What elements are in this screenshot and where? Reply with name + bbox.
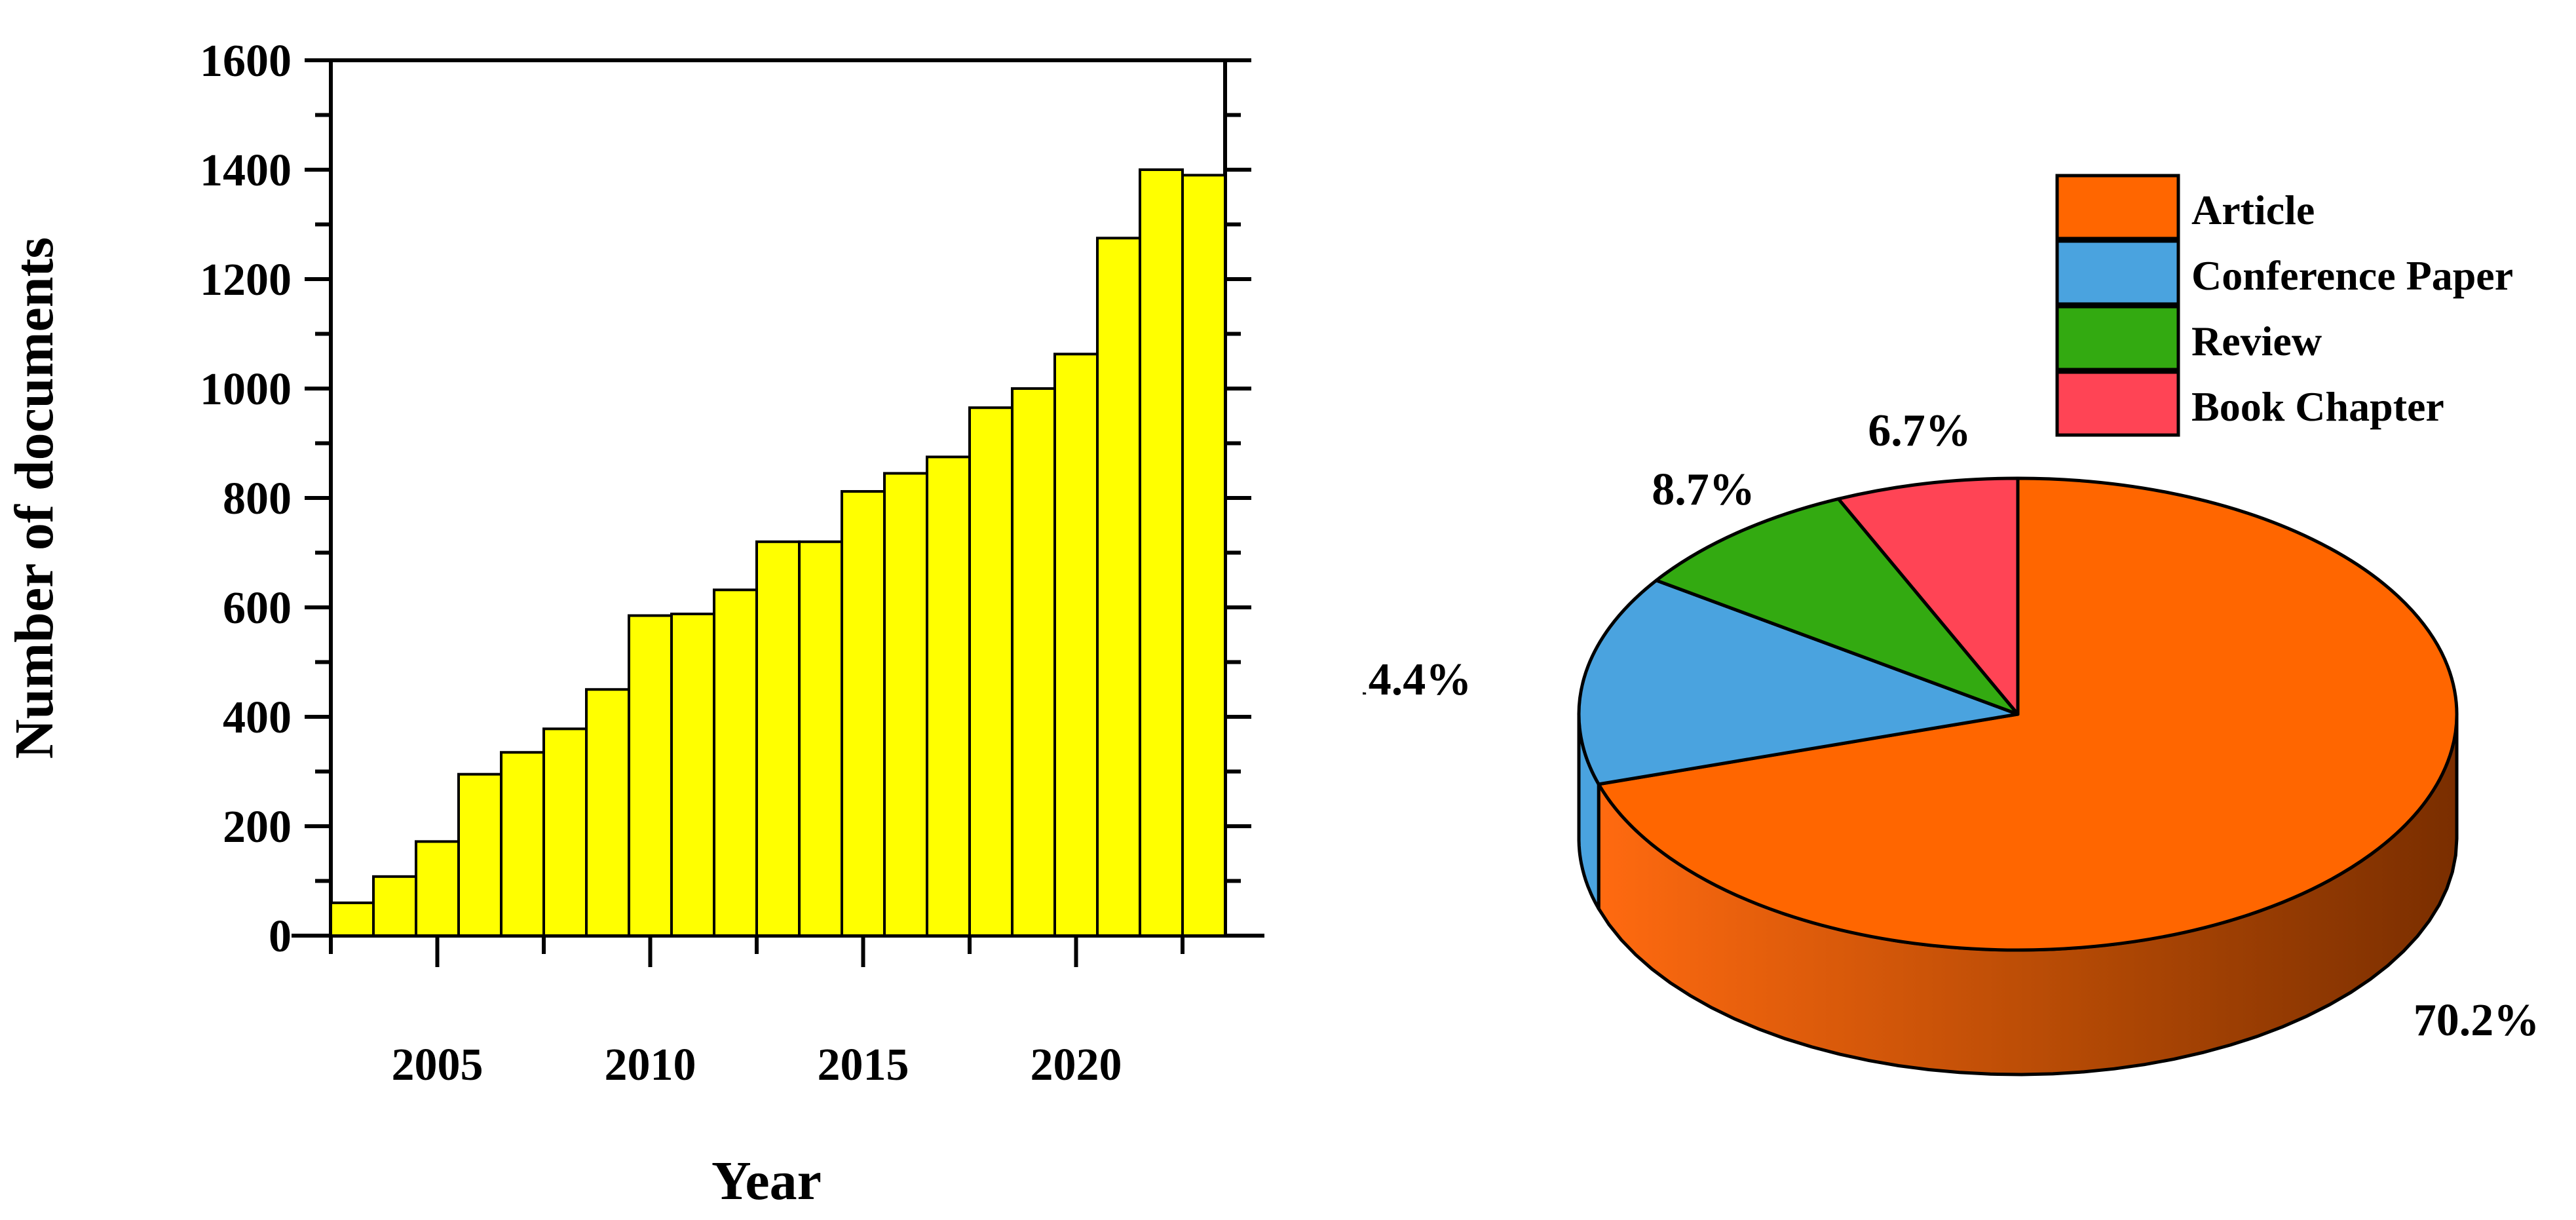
bar-axes: 0 200 400 600 800 1000 1200 1400 1600 2005 2010 201… — [200, 36, 1264, 1090]
bar-2018 — [968, 406, 1013, 937]
legend-label-review: Review — [2191, 318, 2322, 364]
legend-label-article: Article — [2191, 187, 2315, 233]
x-tick-label: 2015 — [818, 1040, 909, 1090]
pie-chart: 70.2% 14.4% 8.7% 6.7% Article Conference Pap… — [1363, 174, 2539, 1077]
x-tick-label: 2010 — [605, 1040, 696, 1090]
pie-slice-article — [1597, 476, 2459, 952]
y-axis-title: Number of documents — [4, 237, 65, 759]
bar-2022 — [1139, 168, 1184, 937]
bar-2006 — [457, 772, 502, 938]
y-tick-label: 0 — [269, 911, 292, 962]
x-tick-label: 2005 — [392, 1040, 483, 1090]
legend-label-book-chapter: Book Chapter — [2191, 383, 2444, 430]
bar-2012 — [713, 588, 758, 937]
x-tick-label: 2020 — [1031, 1040, 1122, 1090]
bar-2005 — [415, 840, 460, 937]
bar-chart: 0 200 400 600 800 1000 1200 1400 1600 2005 2010 201… — [4, 36, 1264, 1211]
bar-2013 — [755, 540, 801, 937]
bar-2003 — [330, 901, 375, 938]
pct-label-conference-paper: 14.4% — [1363, 655, 1471, 705]
bar-marks — [330, 168, 1226, 938]
y-tick-label: 1600 — [200, 36, 292, 86]
pct-label-article: 70.2% — [2414, 995, 2540, 1046]
bar-2007 — [500, 751, 545, 938]
bar-2021 — [1096, 237, 1141, 937]
pct-label-book-chapter: 6.7% — [1868, 406, 1971, 456]
pie-slice-conference-paper — [1577, 579, 2020, 786]
y-tick-label: 400 — [223, 693, 292, 743]
y-tick-label: 1200 — [200, 255, 292, 305]
bar-2016 — [883, 472, 928, 937]
x-axis-title: Year — [711, 1151, 822, 1211]
bar-2017 — [926, 455, 971, 937]
pie-labels: 70.2% 14.4% 8.7% 6.7% — [1363, 406, 2539, 1046]
bar-2004 — [372, 875, 417, 937]
y-tick-label: 200 — [223, 802, 292, 852]
legend-swatch-review — [2055, 305, 2180, 372]
bar-2015 — [841, 489, 886, 937]
bar-2019 — [1011, 387, 1056, 937]
bar-2020 — [1053, 353, 1099, 937]
bar-2008 — [542, 727, 588, 937]
legend-swatch-conference-paper — [2055, 239, 2180, 306]
bar-2010 — [628, 614, 673, 938]
y-tick-label: 600 — [223, 583, 292, 634]
legend-swatch-article — [2055, 174, 2180, 240]
y-tick-label: 1000 — [200, 364, 292, 415]
legend-swatch-book-chapter — [2055, 370, 2180, 437]
pct-label-review: 8.7% — [1652, 465, 1755, 515]
bar-2011 — [670, 613, 715, 938]
bar-2009 — [585, 688, 630, 937]
pie-slice-review — [1654, 497, 2020, 716]
pie-body — [1577, 476, 2459, 1077]
legend-label-conference-paper: Conference Paper — [2191, 252, 2513, 299]
legend: Article Conference Paper Review Book Chapte… — [2055, 174, 2513, 437]
y-tick-label: 1400 — [200, 145, 292, 196]
bar-2023 — [1181, 174, 1226, 938]
y-tick-label: 800 — [223, 474, 292, 524]
pie-slice-book-chapter — [1836, 476, 2020, 716]
bar-2014 — [798, 540, 843, 937]
